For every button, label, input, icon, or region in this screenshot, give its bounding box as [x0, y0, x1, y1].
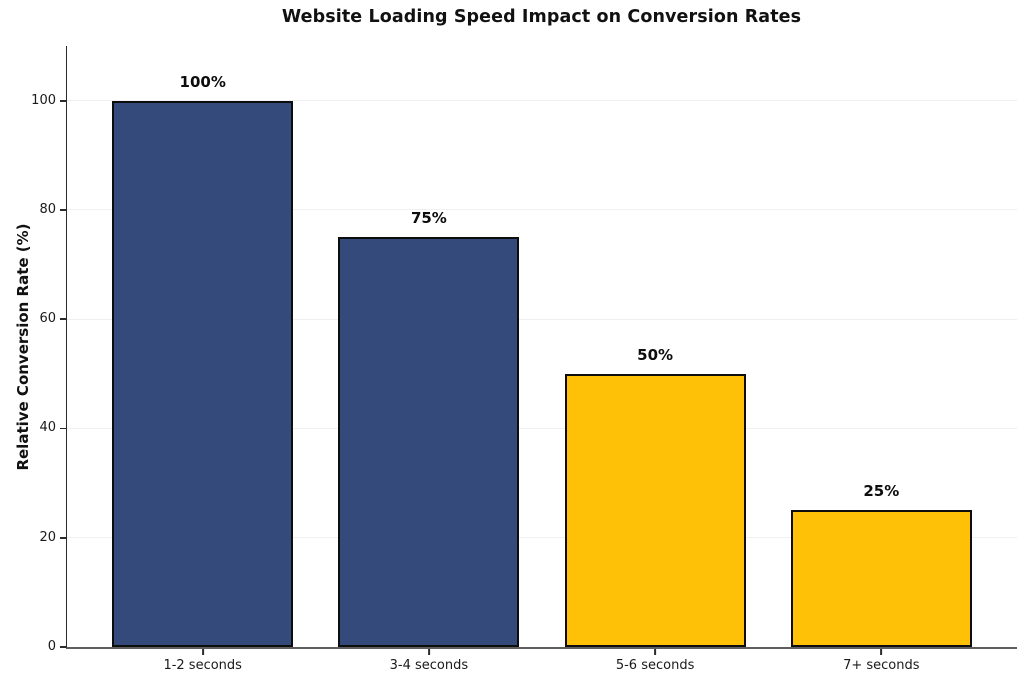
y-tick-mark-20	[60, 536, 66, 539]
gridline-y-20	[67, 537, 1017, 539]
y-tick-label-80: 80	[39, 201, 56, 217]
x-tick-label-3: 5-6 seconds	[615, 658, 695, 673]
y-tick-label-100: 100	[31, 92, 56, 108]
gridline-y-80	[67, 209, 1017, 211]
y-tick-label-0: 0	[47, 639, 56, 654]
bar-2	[338, 237, 520, 647]
y-tick-mark-0	[60, 646, 66, 648]
bar-3	[564, 373, 746, 647]
y-axis-label-text: Relative Conversion Rate (%)	[14, 223, 32, 471]
x-tick-mark-1	[201, 649, 204, 655]
bar-value-label-2: 75%	[410, 209, 447, 228]
gridline-y-60	[67, 318, 1017, 320]
x-tick-label-1: 1-2 seconds	[163, 658, 242, 673]
x-tick-label-2: 3-4 seconds	[389, 658, 469, 673]
bar-value-label-1: 100%	[179, 72, 226, 91]
x-tick-mark-2	[427, 649, 430, 655]
y-tick-label-40: 40	[39, 420, 56, 436]
bar-value-label-4: 25%	[863, 482, 900, 501]
gridline-y-100	[67, 100, 1017, 102]
bar-1	[112, 100, 294, 647]
y-tick-mark-60	[60, 318, 66, 321]
y-tick-mark-40	[60, 427, 66, 430]
x-tick-mark-3	[654, 649, 656, 655]
y-tick-label-20: 20	[39, 529, 56, 545]
bar-value-label-3: 50%	[637, 345, 674, 364]
gridline-y-40	[67, 427, 1017, 429]
bar-4	[790, 510, 972, 647]
y-tick-label-60: 60	[39, 311, 56, 327]
y-tick-mark-80	[60, 209, 66, 211]
x-tick-label-4: 7+ seconds	[843, 658, 920, 673]
plot-area: 0 20 40 60 80 100 100% 1-2 seconds 75% 3-4 second…	[31, 46, 1017, 673]
y-tick-mark-100	[60, 99, 66, 102]
chart-title: Website Loading Speed Impact on Conversi…	[281, 7, 802, 27]
x-tick-mark-4	[880, 649, 883, 655]
